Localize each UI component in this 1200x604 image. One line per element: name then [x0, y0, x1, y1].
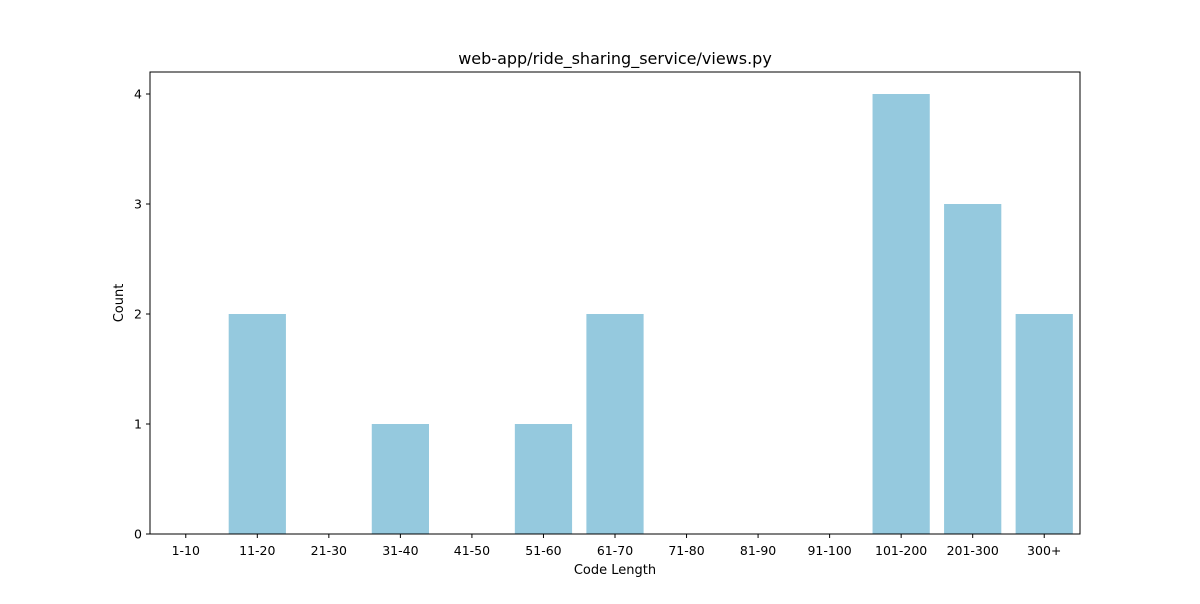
bar-31-40	[371, 424, 429, 534]
plot-frame	[149, 71, 1081, 535]
x-tick-label: 21-30	[311, 543, 347, 558]
bar-300+	[1015, 314, 1073, 534]
x-tick-label: 1-10	[172, 543, 200, 558]
y-tick-label: 0	[134, 527, 142, 542]
bars-group	[228, 94, 1073, 534]
x-tick-label: 201-300	[947, 543, 999, 558]
x-tick-label: 61-70	[597, 543, 633, 558]
bar-101-200	[872, 94, 930, 534]
y-tick-label: 3	[134, 197, 142, 212]
y-axis-label: Count	[112, 284, 127, 323]
x-tick-label: 81-90	[740, 543, 776, 558]
x-tick-label: 41-50	[454, 543, 490, 558]
bar-51-60	[514, 424, 573, 534]
y-tick-label: 2	[134, 307, 142, 322]
y-tick-label: 1	[134, 417, 142, 432]
x-tick-label: 51-60	[525, 543, 561, 558]
x-tick-label: 31-40	[382, 543, 418, 558]
x-tick-label: 101-200	[875, 543, 927, 558]
bar-61-70	[586, 314, 644, 534]
bar-201-300	[944, 204, 1002, 534]
x-axis-label: Code Length	[574, 563, 656, 578]
x-axis-ticks: 1-10 11-20 21-30 31-40 41-50 51-60 61-70 71-80 8…	[172, 534, 1061, 558]
x-tick-label: 11-20	[239, 543, 275, 558]
chart-title: web-app/ride_sharing_service/views.py	[458, 49, 772, 69]
x-tick-label: 91-100	[807, 543, 851, 558]
y-tick-label: 4	[134, 87, 142, 102]
x-tick-label: 300+	[1027, 543, 1061, 558]
x-tick-label: 71-80	[668, 543, 704, 558]
y-axis-ticks: 0 1 2 3 4	[134, 87, 150, 542]
bar-11-20	[228, 314, 286, 534]
